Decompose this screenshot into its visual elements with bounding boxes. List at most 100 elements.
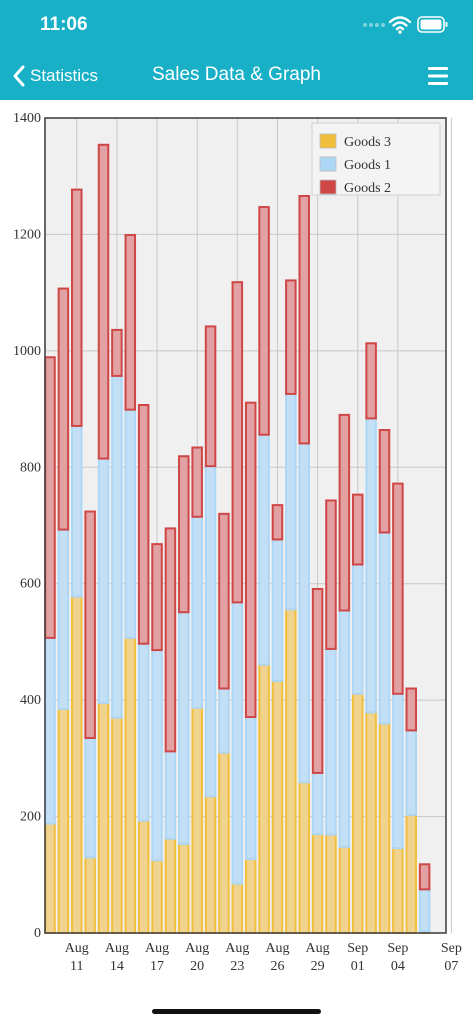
x-tick-label: Sep	[347, 941, 368, 956]
bar-goods-3	[338, 845, 351, 934]
bar-goods-2	[378, 429, 391, 534]
bar-goods-2	[258, 206, 270, 436]
bar-goods-3	[405, 813, 418, 935]
bar-goods-1	[351, 563, 364, 695]
legend-swatch	[319, 156, 337, 172]
bar-goods-3	[258, 663, 270, 934]
plot-frame	[44, 117, 447, 934]
y-tick-label: 0	[34, 926, 41, 941]
bar-goods-2	[418, 863, 431, 891]
back-button[interactable]: Statistics	[12, 62, 98, 90]
bar-goods-1	[365, 417, 377, 714]
battery-icon	[417, 16, 448, 33]
y-tick-label: 200	[20, 810, 41, 825]
x-tick-label: 26	[270, 959, 284, 974]
bar-goods-2	[231, 281, 244, 604]
bar-goods-2	[338, 413, 351, 612]
menu-button[interactable]	[427, 66, 449, 86]
bar-goods-1	[418, 888, 431, 933]
bar-goods-3	[97, 702, 110, 935]
x-tick-label: Aug	[105, 941, 129, 956]
y-tick-label: 800	[20, 460, 41, 475]
bar-goods-1	[218, 687, 230, 754]
bar-goods-2	[218, 512, 230, 690]
y-tick-label: 600	[20, 577, 41, 592]
bar-goods-1	[271, 538, 284, 682]
x-tick-label: 17	[150, 959, 164, 974]
x-tick-label: Aug	[185, 941, 209, 956]
bar-goods-1	[231, 601, 244, 885]
bar-goods-1	[164, 750, 177, 840]
bar-goods-2	[111, 328, 123, 377]
bar-goods-1	[405, 729, 418, 816]
bar-goods-2	[311, 587, 324, 774]
bar-goods-1	[244, 716, 257, 861]
wifi-icon-dot	[398, 30, 402, 34]
bar-goods-2	[151, 543, 163, 652]
x-tick-label: Sep	[441, 941, 462, 956]
bar-goods-1	[57, 528, 70, 710]
home-indicator	[152, 1009, 321, 1014]
bar-goods-1	[44, 636, 56, 825]
legend-label: Goods 2	[344, 181, 391, 196]
bar-goods-1	[151, 649, 163, 862]
bar-goods-3	[218, 751, 230, 934]
bar-goods-1	[378, 531, 391, 725]
bar-goods-1	[298, 442, 310, 784]
bar-goods-3	[311, 833, 324, 934]
y-tick-label: 400	[20, 693, 41, 708]
bar-goods-2	[97, 143, 110, 460]
bar-goods-3	[325, 833, 337, 934]
nav-bar: Statistics Sales Data & Graph	[0, 52, 473, 100]
x-tick-label: Aug	[306, 941, 330, 956]
bar-goods-1	[204, 465, 217, 798]
bar-goods-3	[351, 692, 364, 934]
bar-goods-3	[57, 707, 70, 934]
y-tick-label: 1400	[13, 111, 41, 126]
legend-label: Goods 3	[344, 135, 391, 150]
status-time: 11:06	[40, 14, 88, 35]
bar-goods-3	[285, 608, 297, 934]
bar-goods-2	[71, 188, 83, 427]
bar-goods-3	[191, 706, 203, 934]
bar-goods-2	[137, 403, 150, 645]
y-tick-label: 1000	[13, 344, 41, 359]
bar-goods-3	[137, 819, 150, 934]
bar-goods-3	[84, 856, 96, 934]
x-tick-label: 04	[391, 959, 405, 974]
bar-goods-3	[271, 679, 284, 934]
status-icons	[363, 14, 449, 36]
bar-goods-3	[378, 722, 391, 935]
bar-goods-3	[111, 716, 123, 934]
bar-goods-3	[151, 859, 163, 934]
bar-goods-1	[311, 771, 324, 836]
bar-goods-3	[392, 847, 404, 934]
bar-goods-2	[244, 401, 257, 719]
x-tick-label: 11	[70, 959, 83, 974]
bar-goods-2	[365, 342, 377, 420]
bar-goods-1	[124, 408, 137, 639]
x-tick-label: Aug	[145, 941, 169, 956]
bar-goods-1	[137, 642, 150, 822]
bar-goods-1	[178, 611, 190, 845]
bar-goods-2	[285, 279, 297, 395]
bar-goods-1	[71, 424, 83, 598]
x-tick-label: Aug	[65, 941, 89, 956]
x-tick-label: 01	[351, 959, 365, 974]
bar-goods-1	[285, 392, 297, 611]
chart-container: 0 200 400 600 800 1000 1200 1400 Aug 11 Aug 14 Aug 17…	[0, 100, 473, 990]
x-tick-label: 14	[110, 959, 124, 974]
bar-goods-3	[231, 882, 244, 935]
bar-goods-1	[258, 433, 270, 666]
legend-swatch	[319, 133, 337, 149]
bar-goods-1	[191, 515, 203, 709]
x-tick-label: Aug	[265, 941, 289, 956]
bar-goods-1	[84, 736, 96, 859]
bar-goods-3	[164, 837, 177, 935]
bar-goods-3	[71, 595, 83, 934]
bar-goods-2	[204, 325, 217, 468]
bar-goods-3	[298, 781, 310, 934]
x-tick-label: 23	[230, 959, 244, 974]
y-tick-label: 1200	[13, 227, 41, 242]
status-bar: 11:06	[0, 0, 473, 52]
